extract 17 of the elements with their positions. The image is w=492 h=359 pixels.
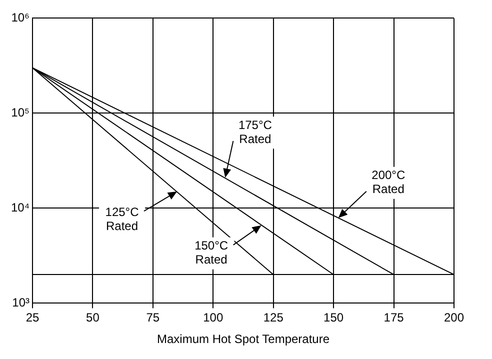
y-tick-label: 10⁵ bbox=[11, 106, 30, 120]
annotation: 175°C Rated bbox=[238, 118, 272, 146]
y-tick-label: 10³ bbox=[12, 296, 30, 310]
x-axis-title: Maximum Hot Spot Temperature bbox=[156, 332, 330, 346]
annotation: 125°C Rated bbox=[105, 204, 140, 233]
y-tick-label: 10⁴ bbox=[10, 200, 30, 215]
annotation: 150°C Rated bbox=[194, 238, 228, 267]
x-tick-label: 50 bbox=[86, 310, 100, 325]
x-tick-label: 25 bbox=[26, 310, 40, 325]
x-tick-label: 75 bbox=[146, 310, 160, 325]
x-tick-label: 100 bbox=[203, 310, 224, 325]
x-tick-label: 200 bbox=[444, 310, 464, 325]
x-tick-label: 175 bbox=[384, 310, 404, 325]
x-tick-label: 150 bbox=[324, 310, 344, 325]
annotation: 200°C Rated bbox=[372, 168, 406, 196]
x-tick-label: 125 bbox=[263, 310, 284, 325]
y-tick-label: 10⁶ bbox=[11, 10, 30, 25]
